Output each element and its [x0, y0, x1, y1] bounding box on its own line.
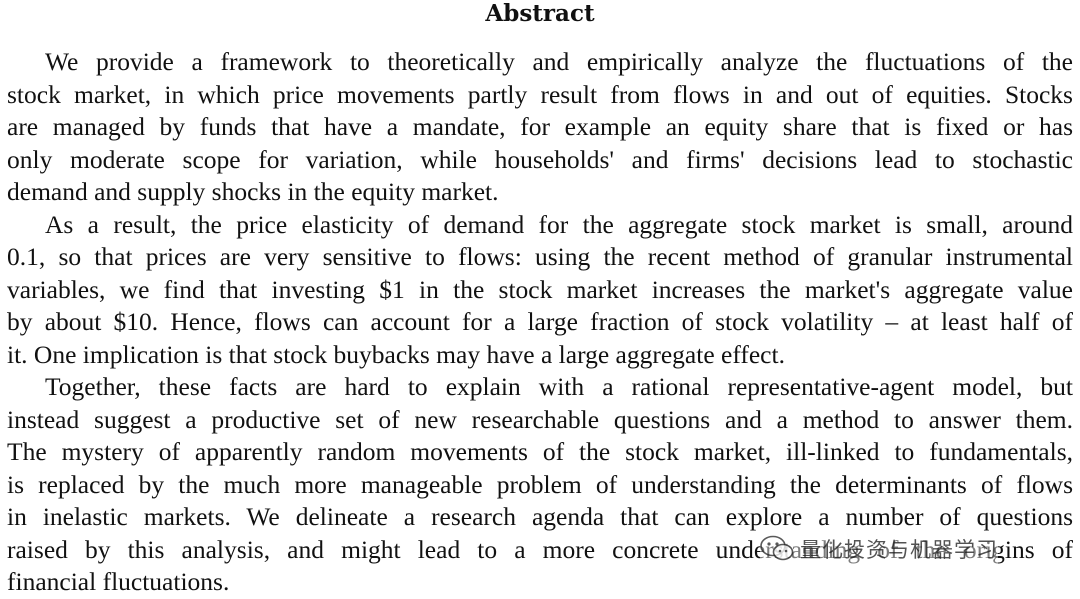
text-line: instead suggest a productive set of new …	[7, 404, 1073, 434]
text-line: We provide a framework to theoretically …	[45, 47, 1073, 76]
text-line: financial fluctuations.	[7, 567, 230, 596]
text-line: in inelastic markets. We delineate a res…	[7, 502, 1073, 531]
abstract-heading: Abstract	[485, 0, 595, 27]
text-line: are managed by funds that have a mandate…	[7, 112, 1073, 141]
watermark-text: 量化投资与机器学习	[800, 538, 998, 562]
text-line: it. One implication is that stock buybac…	[7, 339, 785, 369]
text-line: by about $10. Hence, flows can account f…	[7, 307, 1073, 336]
text-line: only moderate scope for variation, while…	[7, 144, 1073, 174]
text-line: Together, these facts are hard to explai…	[45, 372, 1073, 401]
watermark: 量化投资与机器学习	[760, 534, 998, 564]
text-line: variables, we find that investing $1 in …	[7, 274, 1073, 304]
text-line: As a result, the price elasticity of dem…	[45, 209, 1073, 239]
text-line: stock market, in which price movements p…	[7, 79, 1073, 109]
wechat-icon	[760, 535, 794, 563]
abstract-paragraph-2: As a result, the price elasticity of dem…	[7, 209, 1073, 372]
abstract-body: We provide a framework to theoretically …	[7, 46, 1073, 599]
text-line: demand and supply shocks in the equity m…	[7, 177, 499, 206]
text-line: is replaced by the much more manageable …	[7, 469, 1073, 499]
text-line: 0.1, so that prices are very sensitive t…	[7, 242, 1073, 271]
text-line: raised by this analysis, and might lead …	[7, 534, 1073, 564]
abstract-paragraph-1: We provide a framework to theoretically …	[7, 46, 1073, 209]
text-line: The mystery of apparently random movemen…	[7, 437, 1073, 466]
abstract-paragraph-3: Together, these facts are hard to explai…	[7, 371, 1073, 599]
